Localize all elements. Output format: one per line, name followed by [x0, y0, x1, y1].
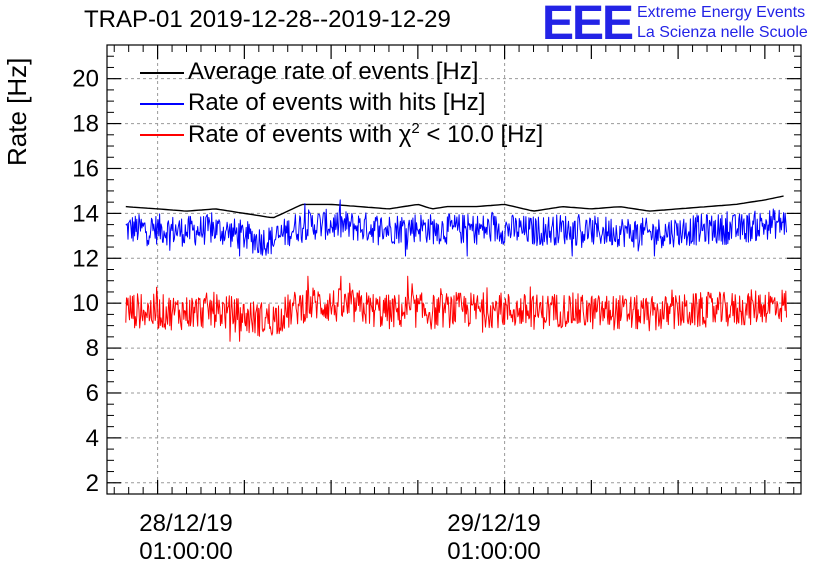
legend-label-average: Average rate of events [Hz] — [188, 58, 479, 85]
y-tick-label: 2 — [86, 470, 99, 497]
x-tick-label-0: 28/12/19 01:00:00 — [111, 510, 261, 566]
logo-text: Extreme Energy Events La Scienza nelle S… — [637, 3, 808, 43]
y-tick-label: 18 — [72, 111, 99, 138]
legend-label-chi2-suffix: < 10.0 [Hz] — [419, 121, 544, 148]
y-tick-label: 20 — [72, 66, 99, 93]
chart-title: TRAP-01 2019-12-28--2019-12-29 — [84, 6, 451, 33]
series-line-chi2 — [125, 275, 787, 342]
legend-swatch-average — [140, 72, 184, 74]
logo-line-2: La Scienza nelle Scuole — [637, 24, 808, 41]
series-line-hits — [125, 199, 787, 257]
x-tick-label-1: 29/12/19 01:00:00 — [419, 510, 569, 566]
axis-ticks — [107, 44, 801, 494]
x-tick-label-1-time: 01:00:00 — [447, 538, 541, 565]
y-tick-label: 10 — [72, 290, 99, 317]
y-tick-label: 12 — [72, 245, 99, 272]
legend-swatch-chi2 — [140, 134, 184, 136]
x-tick-label-0-time: 01:00:00 — [139, 538, 233, 565]
y-tick-label: 16 — [72, 155, 99, 182]
y-tick-label: 4 — [86, 425, 99, 452]
series-layer — [125, 195, 787, 342]
series-line-avg — [125, 195, 784, 219]
y-tick-label: 14 — [72, 200, 99, 227]
legend-label-chi2-symbol: χ — [398, 121, 412, 148]
eee-logo: EEE — [542, 0, 634, 50]
legend-label-chi2-sup: 2 — [411, 120, 420, 137]
y-axis-label: Rate [Hz] — [2, 57, 32, 166]
y-tick-label: 6 — [86, 380, 99, 407]
legend-label-hits: Rate of events with hits [Hz] — [188, 89, 486, 116]
logo-line-1: Extreme Energy Events — [637, 4, 806, 21]
legend-label-chi2: Rate of events with χ2 < 10.0 [Hz] — [188, 120, 543, 149]
legend-swatch-hits — [140, 103, 184, 105]
x-tick-label-0-date: 28/12/19 — [139, 510, 233, 537]
legend-label-chi2-prefix: Rate of events with — [188, 121, 399, 148]
x-tick-label-1-date: 29/12/19 — [447, 510, 541, 537]
y-tick-labels: 2 4 6 8 10 12 14 16 18 20 — [72, 66, 99, 497]
y-tick-label: 8 — [86, 335, 99, 362]
